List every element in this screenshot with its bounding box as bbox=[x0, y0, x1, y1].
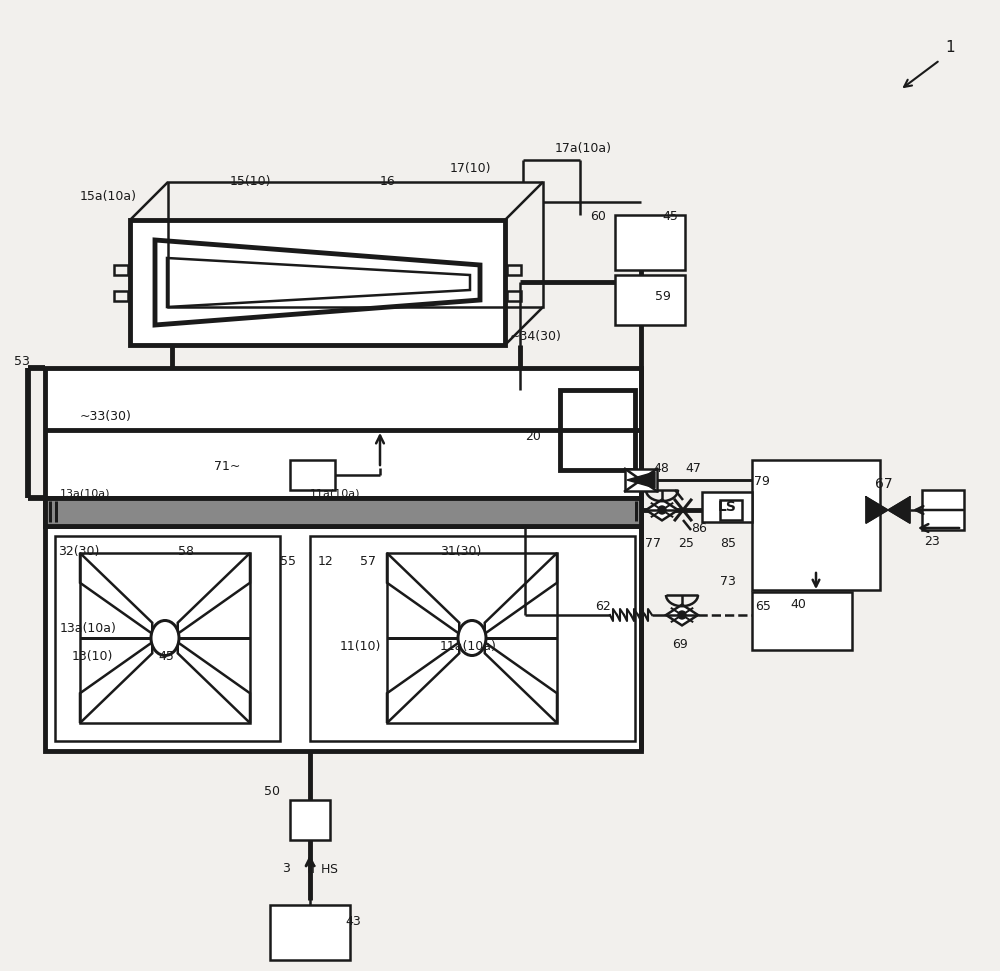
Text: 62: 62 bbox=[595, 600, 611, 613]
Text: 12: 12 bbox=[318, 555, 334, 568]
Text: 59: 59 bbox=[655, 290, 671, 303]
Bar bbox=[45, 498, 641, 526]
Text: 13(10): 13(10) bbox=[72, 650, 113, 663]
Text: 31(30): 31(30) bbox=[440, 545, 481, 558]
Text: 50: 50 bbox=[264, 785, 280, 798]
Text: 58: 58 bbox=[178, 545, 194, 558]
Bar bbox=[45, 498, 641, 526]
Bar bbox=[130, 220, 505, 345]
Circle shape bbox=[678, 611, 686, 619]
Bar bbox=[615, 275, 685, 325]
Bar bbox=[80, 553, 250, 723]
Bar bbox=[45, 526, 641, 751]
Text: $\uparrow$HS: $\uparrow$HS bbox=[305, 862, 339, 876]
Bar bbox=[560, 390, 635, 470]
Bar bbox=[507, 290, 521, 300]
Bar bbox=[270, 905, 350, 960]
Text: 32(30): 32(30) bbox=[58, 545, 99, 558]
Text: 13a(10a): 13a(10a) bbox=[60, 622, 117, 635]
Text: 3: 3 bbox=[282, 862, 290, 875]
Bar bbox=[290, 800, 330, 840]
Text: ~34(30): ~34(30) bbox=[510, 330, 562, 343]
Text: 60: 60 bbox=[590, 210, 606, 223]
Bar bbox=[625, 469, 657, 491]
Bar bbox=[615, 215, 685, 270]
Bar bbox=[507, 264, 521, 275]
Bar bbox=[45, 368, 641, 498]
Text: 85: 85 bbox=[720, 537, 736, 550]
Text: 17(10): 17(10) bbox=[450, 162, 492, 175]
Text: 47: 47 bbox=[685, 462, 701, 475]
Polygon shape bbox=[666, 605, 698, 625]
Circle shape bbox=[658, 506, 666, 514]
Text: 43: 43 bbox=[345, 915, 361, 928]
Text: 15a(10a): 15a(10a) bbox=[80, 190, 137, 203]
Bar bbox=[55, 536, 280, 741]
Polygon shape bbox=[627, 472, 655, 488]
Text: 45: 45 bbox=[662, 210, 678, 223]
Bar bbox=[702, 492, 752, 522]
Text: 15(10): 15(10) bbox=[230, 175, 272, 188]
Ellipse shape bbox=[151, 620, 179, 655]
Polygon shape bbox=[646, 500, 678, 520]
Bar bbox=[114, 290, 128, 300]
Text: 48: 48 bbox=[653, 462, 669, 475]
Text: ~33(30): ~33(30) bbox=[80, 410, 132, 423]
Text: 20: 20 bbox=[525, 430, 541, 443]
Bar bbox=[922, 490, 964, 530]
Text: 23: 23 bbox=[924, 535, 940, 548]
Text: 77: 77 bbox=[645, 537, 661, 550]
Bar bbox=[290, 460, 335, 490]
Polygon shape bbox=[888, 497, 910, 523]
Text: 69: 69 bbox=[672, 638, 688, 651]
Text: 1: 1 bbox=[945, 40, 955, 55]
Bar bbox=[720, 500, 742, 520]
Text: 25: 25 bbox=[678, 537, 694, 550]
Text: 45: 45 bbox=[158, 650, 174, 663]
Text: 73: 73 bbox=[720, 575, 736, 588]
Text: LS: LS bbox=[718, 500, 736, 514]
Text: 17a(10a): 17a(10a) bbox=[555, 142, 612, 155]
Text: 86: 86 bbox=[691, 522, 707, 535]
Text: 79: 79 bbox=[754, 475, 770, 488]
Ellipse shape bbox=[458, 620, 486, 655]
Text: 16: 16 bbox=[380, 175, 396, 188]
Bar bbox=[387, 553, 557, 723]
Text: 11a(10a): 11a(10a) bbox=[440, 640, 497, 653]
Text: 13a(10a): 13a(10a) bbox=[60, 488, 110, 498]
Text: 71~: 71~ bbox=[214, 460, 240, 473]
Bar bbox=[114, 264, 128, 275]
Bar bbox=[752, 592, 852, 650]
Text: 55: 55 bbox=[280, 555, 296, 568]
Polygon shape bbox=[866, 497, 888, 523]
Text: 40: 40 bbox=[790, 598, 806, 611]
Bar bbox=[752, 460, 880, 590]
Bar bbox=[310, 536, 635, 741]
Bar bbox=[168, 182, 543, 307]
Text: 11a(10a): 11a(10a) bbox=[310, 488, 360, 498]
Text: 53: 53 bbox=[14, 355, 30, 368]
Text: 11(10): 11(10) bbox=[340, 640, 381, 653]
Text: 67: 67 bbox=[875, 477, 893, 491]
Text: 65: 65 bbox=[755, 600, 771, 613]
Text: 57: 57 bbox=[360, 555, 376, 568]
